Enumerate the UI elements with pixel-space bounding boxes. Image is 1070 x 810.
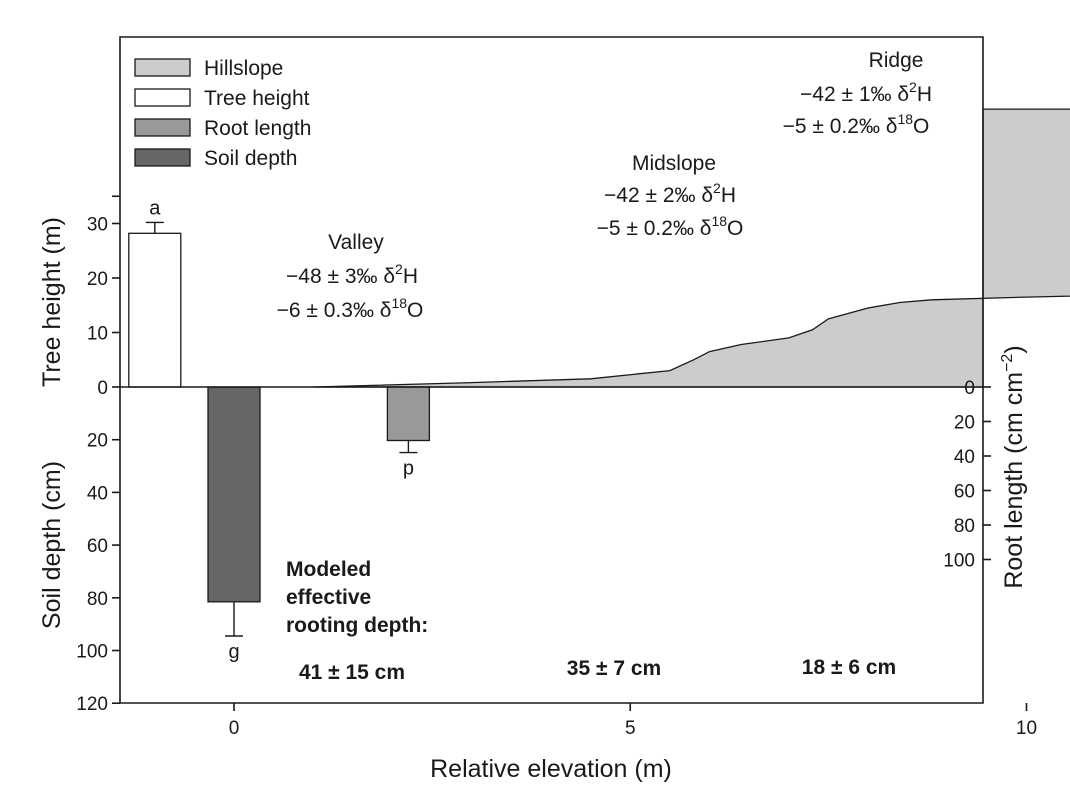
valley-oxygen-isotope: −6 ± 0.3‰ δ18O [277,295,424,322]
soil-depth-tick-label-60: 60 [87,536,108,557]
soil-depth-significance-letter-1: g [228,641,239,663]
modeled-label-line-1: Modeled [286,558,371,581]
root-length-tick-label-40: 40 [954,447,975,468]
root-length-tick-label-100: 100 [943,551,975,572]
soil-depth-bar-1 [207,386,261,603]
soil-depth-tick-label-100: 100 [76,642,108,663]
root-length-tick-label-20: 20 [954,413,975,434]
x-tick-label-0: 0 [229,718,240,739]
site-label-valley: Valley [328,231,384,254]
annotation-ridge: Ridge −42 ± 1‰ δ2H −5 ± 0.2‰ δ18O [783,49,932,138]
site-label-midslope: Midslope [632,152,716,175]
tree-height-tick-label-0: 0 [97,378,108,399]
hillslope-area [313,108,1070,388]
tree-height-error-bar-1 [145,221,164,234]
modeled-rooting-depth: Modeled effective rooting depth: 41 ± 15… [286,558,896,684]
legend-swatch-root-length [134,118,191,137]
legend-label-tree-height: Tree height [204,87,310,110]
modeled-depth-midslope: 35 ± 7 cm [567,657,661,680]
ridge-oxygen-isotope: −5 ± 0.2‰ δ18O [783,111,930,138]
x-axis-title: Relative elevation (m) [430,755,672,783]
soil-depth-error-bar-1 [225,601,243,637]
soil-depth-tick-label-20: 20 [87,431,108,452]
tree-height-tick-label-30: 30 [87,215,108,236]
annotation-valley: Valley −48 ± 3‰ δ2H −6 ± 0.3‰ δ18O [277,231,424,322]
midslope-hydrogen-isotope: −42 ± 2‰ δ2H [604,180,736,207]
root-length-significance-letter-1: p [403,458,414,480]
soil-depth-tick-label-80: 80 [87,589,108,610]
bars-group: abbghhppp [128,197,431,663]
tree-height-bar-1 [128,232,182,388]
site-label-ridge: Ridge [869,49,924,72]
tree-height-significance-letter-1: a [149,197,161,219]
modeled-label-line-3: rooting depth: [286,614,428,637]
modeled-label-line-2: effective [286,586,371,609]
root-length-bar-1 [386,386,431,442]
ridge-hydrogen-isotope: −42 ± 1‰ δ2H [800,79,932,106]
valley-hydrogen-isotope: −48 ± 3‰ δ2H [286,261,418,288]
legend-label-soil-depth: Soil depth [204,147,297,170]
root-length-tick-label-0: 0 [964,378,975,399]
legend: Hillslope Tree height Root length Soil d… [134,57,311,170]
modeled-depth-valley: 41 ± 15 cm [299,661,405,684]
legend-label-hillslope: Hillslope [204,57,283,80]
y-axis-title-root-length: Root length (cm cm−2) [999,345,1028,588]
root-length-tick-label-80: 80 [954,516,975,537]
root-length-tick-label-60: 60 [954,482,975,503]
x-tick-label-10: 10 [1016,718,1037,739]
root-length-error-bar-1 [399,440,418,454]
y-axis-title-tree-height: Tree height (m) [38,217,66,387]
x-tick-label-5: 5 [625,718,636,739]
soil-depth-tick-label-120: 120 [76,694,108,715]
soil-depth-tick-label-40: 40 [87,483,108,504]
tree-height-tick-label-20: 20 [87,269,108,290]
plot-frame [119,36,984,704]
tree-height-tick-label-10: 10 [87,324,108,345]
legend-swatch-tree-height [134,88,191,107]
modeled-depth-ridge: 18 ± 6 cm [802,656,896,679]
legend-swatch-hillslope [134,58,191,77]
midslope-oxygen-isotope: −5 ± 0.2‰ δ18O [597,213,744,240]
annotation-midslope: Midslope −42 ± 2‰ δ2H −5 ± 0.2‰ δ18O [597,152,744,240]
legend-label-root-length: Root length [204,117,311,140]
ticks-group: 0510152025010203020406080100120020406080… [76,195,1037,739]
y-axis-title-soil-depth: Soil depth (cm) [38,461,66,629]
legend-swatch-soil-depth [134,148,191,167]
